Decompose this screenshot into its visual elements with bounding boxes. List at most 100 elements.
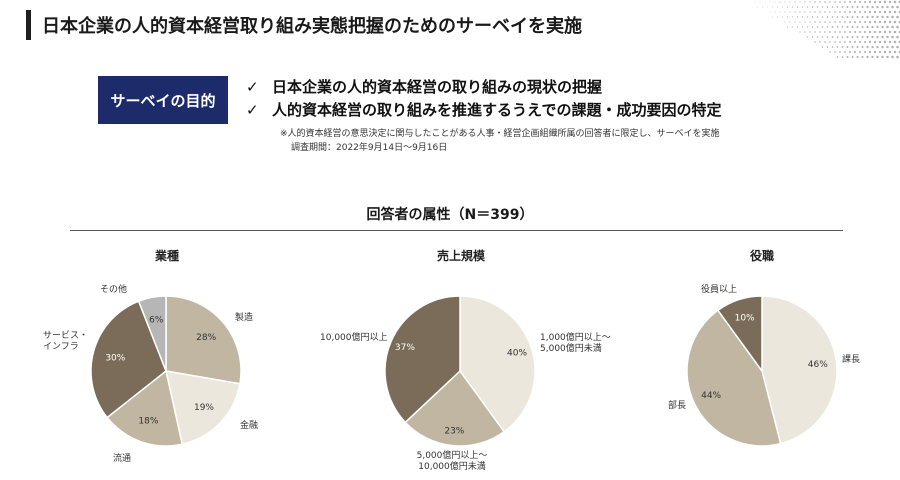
decorative-dot [819, 41, 821, 43]
pie-slice-percent: 37% [395, 343, 415, 353]
decorative-dot [883, 10, 887, 14]
decorative-dot [806, 16, 809, 18]
decorative-dot [829, 21, 831, 23]
decorative-dot [876, 35, 879, 39]
decorative-dot [888, 40, 892, 44]
decorative-dot [868, 50, 872, 54]
decorative-dot [839, 1, 841, 3]
decorative-dot-pattern [754, 0, 900, 59]
decorative-dot [868, 40, 872, 44]
decorative-dot [826, 46, 829, 48]
decorative-dot [846, 56, 849, 58]
decorative-dot [858, 0, 862, 4]
decorative-dot [804, 1, 806, 3]
decorative-dot [819, 11, 821, 13]
decorative-dot [809, 1, 811, 3]
title-accent-bar [26, 10, 31, 40]
decorative-dot [868, 0, 872, 4]
decorative-dot [767, 6, 768, 8]
decorative-dot [876, 55, 879, 59]
decorative-dot [794, 1, 796, 3]
decorative-dot [854, 41, 856, 43]
decorative-dot [861, 15, 864, 19]
decorative-dot [801, 6, 804, 8]
decorative-dot [886, 25, 889, 29]
pie-slice [459, 295, 536, 433]
decorative-dot [886, 45, 889, 49]
survey-period: 調査期間：2022年9月14日～9月16日 [291, 143, 448, 153]
decorative-dot [886, 35, 889, 39]
pie-slice-percent: 44% [701, 391, 721, 401]
decorative-dot [846, 46, 849, 48]
decorative-dot [782, 6, 783, 8]
decorative-dot [871, 15, 874, 19]
decorative-dot [866, 45, 869, 49]
decorative-dot [804, 21, 806, 23]
decorative-dot [888, 20, 892, 24]
decorative-dot [881, 25, 884, 29]
decorative-dot [866, 5, 869, 9]
pie-slice-label: 部長 [668, 399, 686, 411]
decorative-dot [816, 16, 819, 18]
decorative-dot [844, 1, 846, 3]
decorative-dot [871, 25, 874, 29]
pie-slice [165, 295, 242, 385]
pie-slice [384, 295, 461, 424]
pie-slice-percent: 46% [808, 360, 828, 370]
pie-slice-percent: 23% [444, 427, 464, 437]
decorative-dot [821, 26, 824, 28]
survey-note: ※人的資本経営の意思決定に関与したことがある人事・経営企画組織所属の回答者に限定… [280, 127, 720, 155]
decorative-dot [888, 50, 892, 54]
decorative-dot [784, 11, 786, 13]
decorative-dot [784, 1, 786, 3]
decorative-dot [888, 30, 892, 34]
decorative-dot [777, 6, 778, 8]
decorative-dot [858, 10, 862, 14]
decorative-dot [831, 26, 834, 28]
decorative-dot [856, 45, 859, 49]
decorative-dot [893, 40, 897, 44]
decorative-dot [786, 16, 789, 18]
decorative-dot [871, 45, 874, 49]
decorative-dot [856, 25, 859, 29]
decorative-dot [878, 0, 882, 4]
pie-slice-percent: 30% [105, 353, 125, 363]
decorative-dot [873, 10, 877, 14]
decorative-dot [839, 21, 841, 23]
decorative-dot [849, 21, 851, 23]
decorative-dot [806, 36, 809, 38]
decorative-dot [836, 6, 839, 8]
decorative-dot [876, 25, 879, 29]
decorative-dot [891, 25, 894, 29]
decorative-dot [791, 16, 794, 18]
pie-slice-label: 製造 [235, 311, 253, 323]
pie-slice-percent: 19% [194, 403, 214, 413]
decorative-dot [791, 26, 794, 28]
decorative-dot [826, 36, 829, 38]
decorative-dot [851, 56, 854, 58]
decorative-dot [824, 1, 826, 3]
decorative-dot [896, 55, 899, 59]
pie-slice-label: 金融 [240, 419, 258, 431]
decorative-dot [831, 16, 834, 18]
decorative-dot [829, 11, 831, 13]
decorative-dot [856, 55, 859, 59]
check-icon: ✓ [246, 78, 259, 96]
decorative-dot [893, 20, 897, 24]
pie-slice-label: サービス・インフラ [43, 330, 88, 352]
decorative-dot [834, 11, 836, 13]
pie-slice-percent: 6% [149, 315, 164, 325]
decorative-dot [779, 11, 781, 13]
decorative-dot [846, 26, 849, 28]
chart-title-revenue: 売上規模 [436, 249, 485, 263]
decorative-dot [834, 1, 836, 3]
decorative-dot [762, 6, 763, 8]
decorative-dot [888, 10, 892, 14]
decorative-dot [896, 5, 899, 9]
decorative-dot [789, 21, 791, 23]
decorative-dot [866, 25, 869, 29]
decorative-dot [826, 16, 829, 18]
decorative-dot [846, 6, 849, 8]
decorative-dot [878, 40, 882, 44]
decorative-dot [849, 51, 851, 53]
